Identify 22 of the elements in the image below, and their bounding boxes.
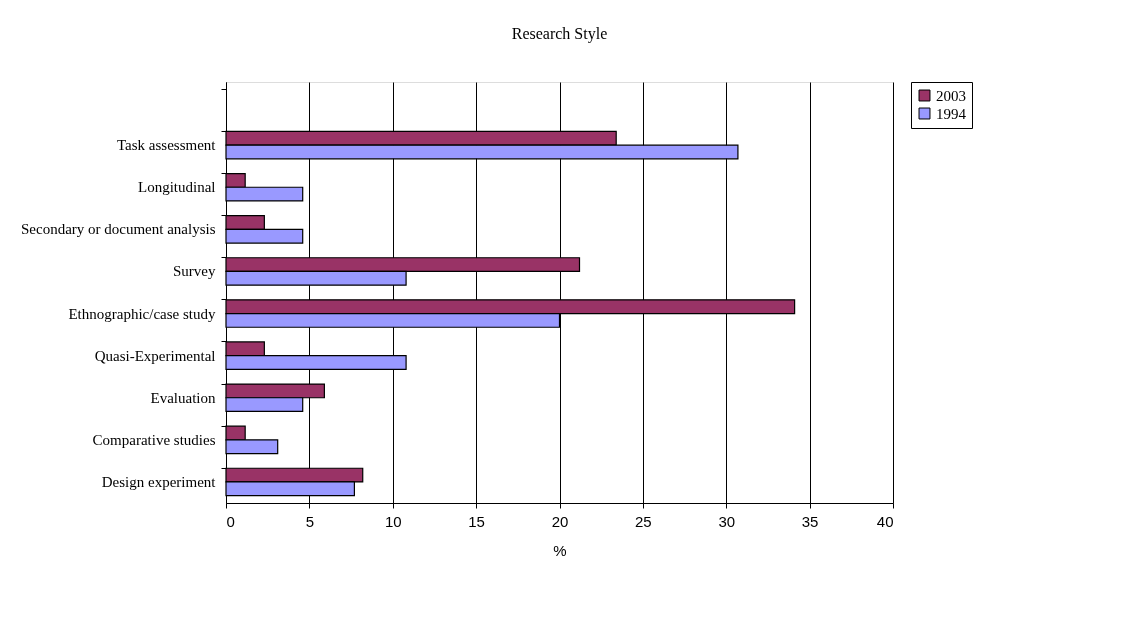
y-tick-label: Secondary or document analysis [20, 221, 216, 238]
x-tick-label: 30 [718, 512, 736, 530]
y-tick-label: Survey [173, 263, 216, 280]
legend-label: 1994 [936, 105, 967, 122]
chart-title: Research Style [511, 24, 608, 43]
y-tick-label: Longitudinal [138, 179, 216, 196]
y-tick-label: Evaluation [150, 389, 216, 406]
legend-label: 2003 [936, 87, 966, 104]
y-tick-label: Task assessment [116, 137, 217, 154]
y-tick-label: Comparative studies [92, 431, 216, 448]
y-tick-label: Ethnographic/case study [68, 305, 216, 322]
x-tick-label: 25 [635, 512, 652, 530]
y-tick-label: Design experiment [101, 473, 217, 490]
x-tick-label: 15 [468, 512, 485, 530]
x-tick-label: 5 [305, 512, 315, 530]
x-tick-label: 10 [384, 512, 402, 530]
x-axis-title: % [553, 541, 567, 559]
x-tick-label: 40 [876, 512, 894, 530]
y-tick-label: Quasi-Experimental [94, 347, 216, 364]
x-tick-label: 0 [226, 512, 235, 530]
x-tick-label: 20 [551, 512, 569, 530]
x-tick-label: 35 [801, 512, 819, 530]
